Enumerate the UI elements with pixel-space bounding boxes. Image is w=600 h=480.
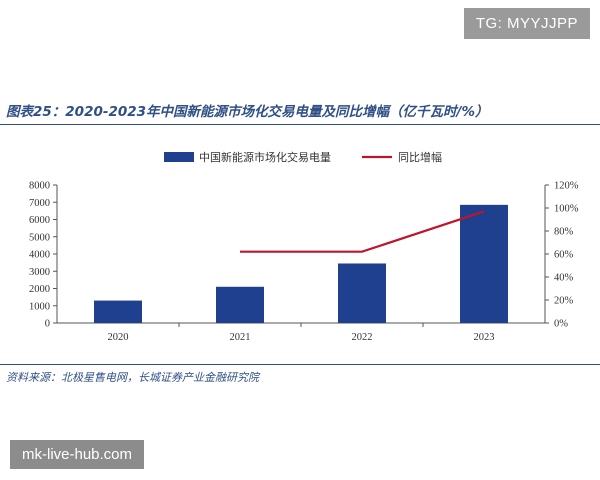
bar-2023 <box>460 204 508 323</box>
bar-2020 <box>94 300 142 323</box>
x-tick-label: 2023 <box>474 332 495 343</box>
right-tick-label: 20% <box>554 296 574 307</box>
title-divider <box>0 124 600 125</box>
x-tick-label: 2020 <box>108 332 129 343</box>
right-tick-label: 0% <box>554 319 568 330</box>
right-tick-label: 80% <box>554 227 574 238</box>
legend-label-bar: 中国新能源市场化交易电量 <box>199 150 331 164</box>
watermark-badge-top: TG: MYYJJPP <box>463 8 590 39</box>
right-tick-label: 60% <box>554 250 574 261</box>
left-tick-label: 7000 <box>29 198 50 209</box>
right-tick-label: 40% <box>554 273 574 284</box>
growth-line <box>239 210 485 253</box>
legend-label-line: 同比增幅 <box>398 150 442 164</box>
left-tick-label: 6000 <box>29 215 50 226</box>
bar-2021 <box>216 286 264 323</box>
left-tick-label: 2000 <box>29 284 50 295</box>
right-axis-ticks: 0% 20% 40% 60% 80% 100% 120% <box>545 181 579 330</box>
left-tick-label: 0 <box>45 319 50 330</box>
legend: 中国新能源市场化交易电量 同比增幅 <box>164 150 442 164</box>
growth-line-path <box>240 210 485 253</box>
bar-2022 <box>338 263 386 323</box>
right-tick-label: 120% <box>554 181 579 192</box>
source-note: 资料来源：北极星售电网，长城证券产业金融研究院 <box>6 371 259 384</box>
x-axis-ticks: 2020 2021 2022 2023 <box>108 323 495 343</box>
left-tick-label: 5000 <box>29 232 50 243</box>
x-tick-label: 2022 <box>352 332 373 343</box>
x-tick-label: 2021 <box>230 332 251 343</box>
left-axis-ticks: 0 1000 2000 3000 4000 5000 6000 7000 8000 <box>29 181 57 330</box>
source-divider <box>0 364 600 365</box>
left-tick-label: 4000 <box>29 250 50 261</box>
left-tick-label: 8000 <box>29 181 50 192</box>
right-tick-label: 100% <box>554 204 579 215</box>
bars <box>94 204 508 323</box>
legend-swatch-bar <box>164 152 194 162</box>
watermark-badge-bottom: mk-live-hub.com <box>10 440 145 469</box>
left-tick-label: 1000 <box>29 301 50 312</box>
figure-title: 图表25：2020-2023年中国新能源市场化交易电量及同比增幅（亿千瓦时/%） <box>6 104 489 120</box>
left-tick-label: 3000 <box>29 267 50 278</box>
